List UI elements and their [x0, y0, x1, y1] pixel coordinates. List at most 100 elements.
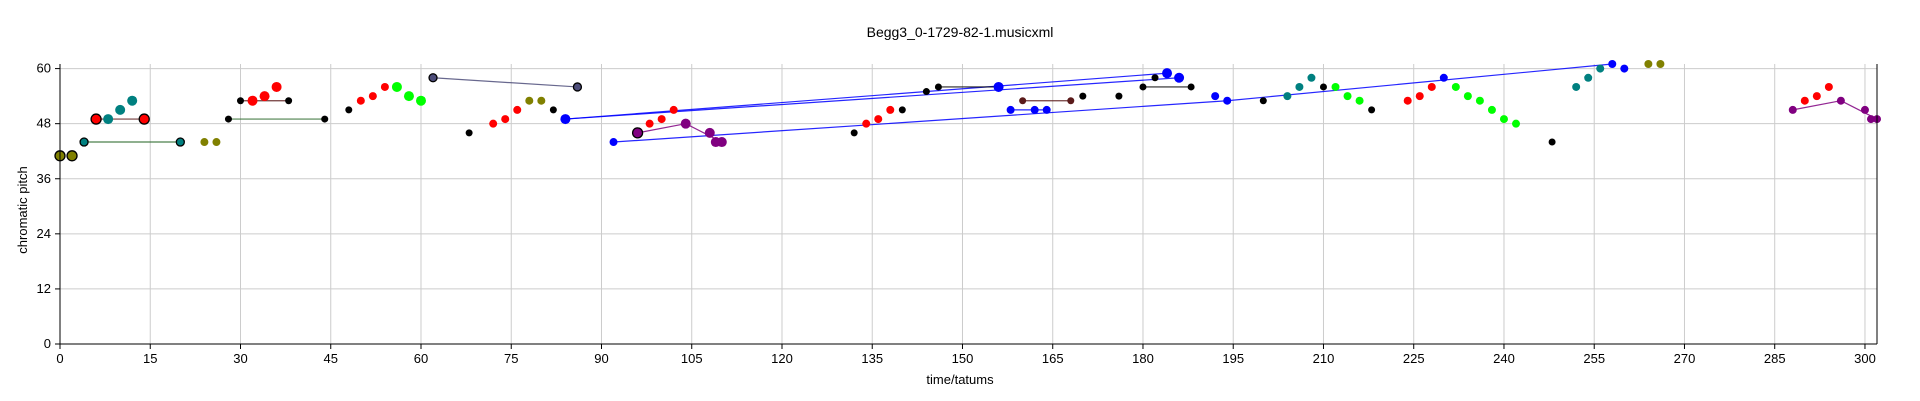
x-tick-label: 180	[1132, 351, 1154, 366]
x-tick-label: 30	[233, 351, 247, 366]
x-tick-label: 240	[1493, 351, 1515, 366]
x-tick-label: 60	[414, 351, 428, 366]
note-point	[259, 91, 270, 102]
x-axis-title: time/tatums	[926, 372, 994, 387]
note-point	[549, 106, 557, 114]
note-point	[90, 113, 102, 125]
note-point	[212, 138, 221, 147]
x-tick-label: 270	[1674, 351, 1696, 366]
note-points	[54, 60, 1881, 162]
x-tick-label: 90	[594, 351, 608, 366]
note-point	[1596, 64, 1605, 73]
note-point	[537, 96, 546, 105]
note-point	[874, 115, 883, 124]
note-point	[1860, 105, 1869, 114]
x-tick-label: 15	[143, 351, 157, 366]
note-link	[432, 77, 578, 88]
note-point	[1283, 92, 1292, 101]
note-point	[1174, 72, 1185, 83]
note-point	[1295, 82, 1304, 91]
note-point	[1836, 96, 1845, 105]
note-link	[1792, 100, 1842, 111]
note-point	[224, 115, 232, 123]
x-tick-label: 150	[952, 351, 974, 366]
note-point	[127, 95, 138, 106]
note-point	[1512, 119, 1521, 128]
note-point	[669, 105, 678, 114]
note-point	[236, 97, 244, 105]
note-point	[489, 119, 498, 128]
note-point	[271, 81, 282, 92]
note-point	[1355, 96, 1364, 105]
note-point	[247, 95, 258, 106]
x-tick-label: 120	[771, 351, 793, 366]
note-point	[922, 88, 930, 96]
note-point	[1403, 96, 1412, 105]
note-link	[565, 72, 1168, 120]
note-point	[368, 92, 377, 101]
grid	[59, 64, 1877, 345]
note-point	[1307, 73, 1316, 82]
note-point	[1487, 105, 1496, 114]
note-point	[1343, 92, 1352, 101]
note-link	[637, 123, 686, 134]
note-point	[560, 114, 571, 125]
note-point	[465, 129, 473, 137]
note-point	[862, 119, 871, 128]
y-tick-label: 60	[37, 61, 51, 76]
x-tick-label: 105	[681, 351, 703, 366]
y-axis-title: chromatic pitch	[15, 166, 30, 253]
x-tick-label: 195	[1222, 351, 1244, 366]
note-point	[1211, 92, 1220, 101]
note-point	[285, 97, 293, 105]
note-point	[704, 127, 715, 138]
note-point	[645, 119, 654, 128]
note-point	[1812, 92, 1821, 101]
note-point	[1415, 92, 1424, 101]
note-point	[1162, 68, 1173, 79]
axes: 0 15 30 45 60 75 90 105 120 135 150 165 180 195 210 225…	[37, 61, 1878, 366]
note-point	[66, 150, 78, 162]
x-tick-label: 135	[861, 351, 883, 366]
note-point	[1319, 83, 1327, 91]
note-point	[631, 127, 644, 139]
note-point	[356, 96, 365, 105]
note-point	[1151, 74, 1159, 82]
note-point	[886, 105, 895, 114]
note-point	[716, 137, 727, 148]
note-point	[501, 115, 510, 124]
note-point	[680, 118, 691, 129]
note-point	[1824, 82, 1833, 91]
x-tick-label: 225	[1403, 351, 1425, 366]
x-tick-label: 75	[504, 351, 518, 366]
note-link	[613, 100, 1228, 143]
note-point	[1439, 73, 1448, 82]
note-point	[850, 129, 858, 137]
x-tick-label: 255	[1583, 351, 1605, 366]
note-point	[175, 137, 185, 147]
note-point	[200, 138, 209, 147]
note-point	[898, 106, 906, 114]
note-point	[1019, 97, 1027, 105]
note-point	[1067, 97, 1075, 105]
note-point	[1475, 96, 1484, 105]
x-tick-label: 300	[1854, 351, 1876, 366]
note-point	[1499, 115, 1508, 124]
note-point	[1368, 106, 1376, 114]
note-point	[934, 83, 942, 91]
note-point	[525, 96, 534, 105]
note-point	[1644, 60, 1653, 68]
note-link	[565, 77, 1180, 120]
y-tick-label: 36	[37, 171, 51, 186]
note-point	[1572, 82, 1581, 91]
note-point	[1548, 138, 1556, 146]
note-point	[1079, 92, 1087, 100]
note-point	[1030, 105, 1039, 114]
note-point	[1223, 96, 1232, 105]
note-point	[609, 138, 618, 147]
note-point	[403, 91, 414, 102]
note-point	[1139, 83, 1147, 91]
note-point	[391, 81, 402, 92]
note-point	[1788, 105, 1797, 114]
